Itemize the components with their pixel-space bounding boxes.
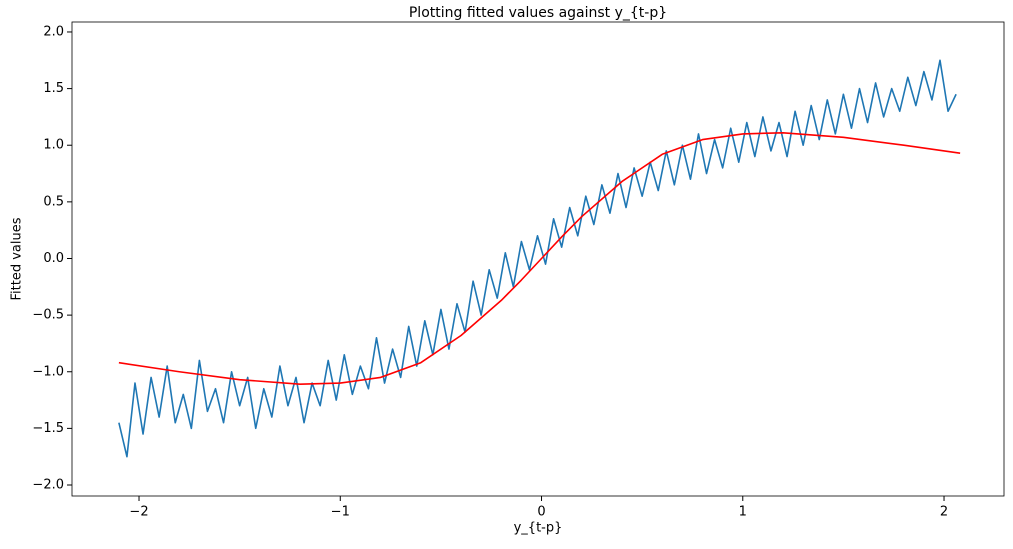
y-axis-label: Fitted values bbox=[10, 217, 25, 300]
data-line bbox=[118, 59, 957, 458]
y-tick-label: 2.0 bbox=[43, 24, 64, 39]
x-axis-label: y_{t-p} bbox=[514, 521, 563, 536]
y-tick-label: 0.5 bbox=[43, 194, 64, 209]
chart-title: Plotting fitted values against y_{t-p} bbox=[409, 5, 667, 21]
y-tick-label: −2.0 bbox=[32, 478, 64, 493]
y-tick-label: 0.0 bbox=[43, 251, 64, 266]
x-tick-label: −1 bbox=[331, 505, 350, 520]
y-tick-label: −0.5 bbox=[32, 308, 64, 323]
y-tick-label: 1.0 bbox=[43, 138, 64, 153]
y-tick-label: −1.0 bbox=[32, 364, 64, 379]
data-line bbox=[118, 131, 961, 386]
plot-frame bbox=[71, 21, 1005, 497]
y-tick-label: 1.5 bbox=[43, 81, 64, 96]
x-tick-label: −2 bbox=[129, 505, 148, 520]
y-tick-label: −1.5 bbox=[32, 421, 64, 436]
x-tick-label: 1 bbox=[739, 505, 747, 520]
x-tick-label: 2 bbox=[940, 505, 948, 520]
x-tick-label: 0 bbox=[537, 505, 545, 520]
